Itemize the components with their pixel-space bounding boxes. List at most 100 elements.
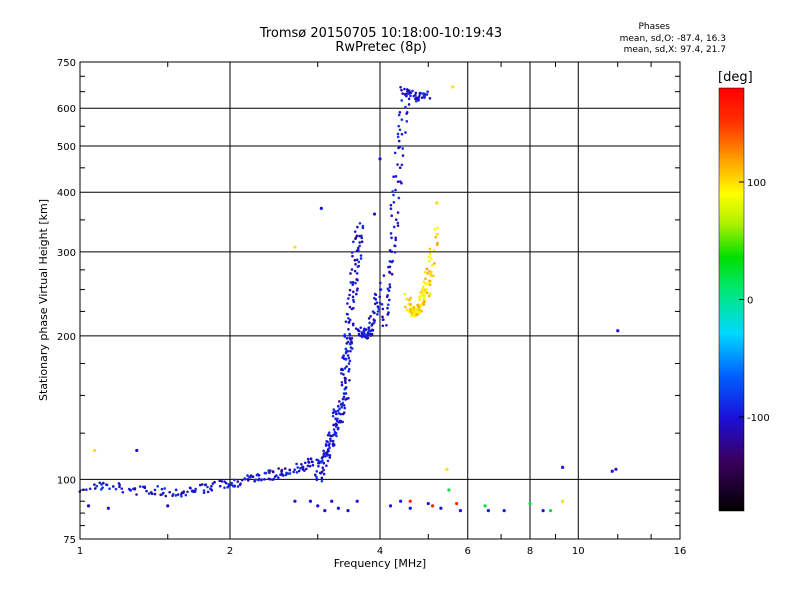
data-point [381, 307, 385, 311]
data-point [348, 318, 352, 322]
data-point [106, 506, 110, 510]
data-point [420, 290, 424, 293]
data-point [349, 338, 352, 341]
data-point [311, 463, 315, 467]
data-point [359, 326, 363, 329]
data-point [390, 272, 394, 276]
data-point [428, 283, 432, 287]
data-point [390, 250, 394, 254]
data-point [264, 471, 267, 475]
data-point [331, 439, 335, 443]
y-tick-label: 200 [57, 332, 76, 343]
data-point [182, 491, 185, 495]
data-point [288, 472, 292, 475]
data-point [396, 135, 400, 139]
data-point [412, 308, 416, 312]
data-point [405, 298, 408, 301]
data-point [339, 412, 342, 416]
x-tick-label: 4 [377, 546, 383, 557]
data-point [340, 405, 343, 409]
data-point [120, 487, 124, 490]
data-point [300, 463, 303, 466]
data-point [342, 404, 346, 407]
data-point [100, 488, 103, 491]
data-point [346, 354, 350, 357]
data-point [560, 465, 565, 469]
data-point [387, 265, 390, 269]
data-point [323, 451, 327, 455]
data-point [398, 180, 402, 183]
data-point [433, 262, 436, 265]
data-point [328, 453, 332, 457]
data-point [171, 492, 175, 496]
data-point [405, 94, 408, 98]
data-point [422, 280, 426, 284]
data-point [227, 483, 231, 486]
data-point [184, 493, 188, 497]
data-point [164, 494, 168, 498]
data-point [528, 501, 532, 506]
data-point [347, 362, 351, 365]
data-point [356, 225, 359, 229]
data-point [344, 347, 348, 351]
data-point [272, 477, 276, 481]
data-point [388, 285, 392, 289]
data-point [387, 298, 391, 302]
data-point [417, 95, 421, 98]
data-point [326, 433, 330, 437]
data-point [400, 88, 403, 92]
phases-title: Phases [638, 22, 670, 32]
data-point [397, 124, 400, 128]
data-point [390, 236, 393, 240]
data-point [399, 85, 402, 89]
data-point [424, 282, 428, 286]
data-point [336, 404, 340, 408]
data-point [352, 300, 356, 303]
y-tick-label: 400 [57, 188, 76, 199]
data-point [391, 190, 394, 193]
data-point [372, 212, 377, 216]
data-point [348, 293, 351, 297]
data-point [378, 301, 382, 305]
data-point [236, 480, 240, 483]
data-point [341, 401, 345, 405]
data-point [323, 509, 327, 513]
data-point [129, 489, 132, 492]
data-point [341, 412, 345, 416]
data-points [78, 85, 620, 513]
data-point [315, 475, 318, 479]
data-point [388, 283, 392, 286]
data-point [486, 509, 490, 513]
data-point [409, 296, 412, 300]
data-point [254, 478, 257, 482]
y-axis-label: Stationary phase Virtual Height [km] [37, 199, 50, 401]
data-point [351, 290, 355, 294]
data-point [368, 332, 372, 336]
data-point [315, 478, 319, 482]
data-point [336, 427, 340, 431]
data-point [393, 151, 397, 155]
data-point [332, 428, 336, 431]
data-point [386, 306, 389, 310]
data-point [414, 93, 417, 97]
data-point [176, 493, 180, 496]
data-point [277, 467, 280, 470]
data-point [317, 461, 321, 465]
data-point [400, 99, 404, 102]
data-point [218, 479, 221, 483]
axis-ticks: 1 2 4 6 8 10 16 75 100 200 300 400 500 600 750 [57, 58, 686, 557]
data-point [308, 464, 312, 468]
data-point [419, 91, 422, 95]
data-point [322, 454, 326, 457]
data-point [388, 504, 393, 508]
data-point [200, 483, 204, 486]
data-point [400, 163, 404, 167]
data-point [382, 274, 386, 277]
data-point [361, 226, 365, 230]
data-point [381, 324, 385, 328]
data-point [343, 392, 347, 395]
data-point [407, 103, 411, 106]
colorbar-tick-label: -100 [747, 413, 770, 424]
data-point [193, 490, 197, 494]
